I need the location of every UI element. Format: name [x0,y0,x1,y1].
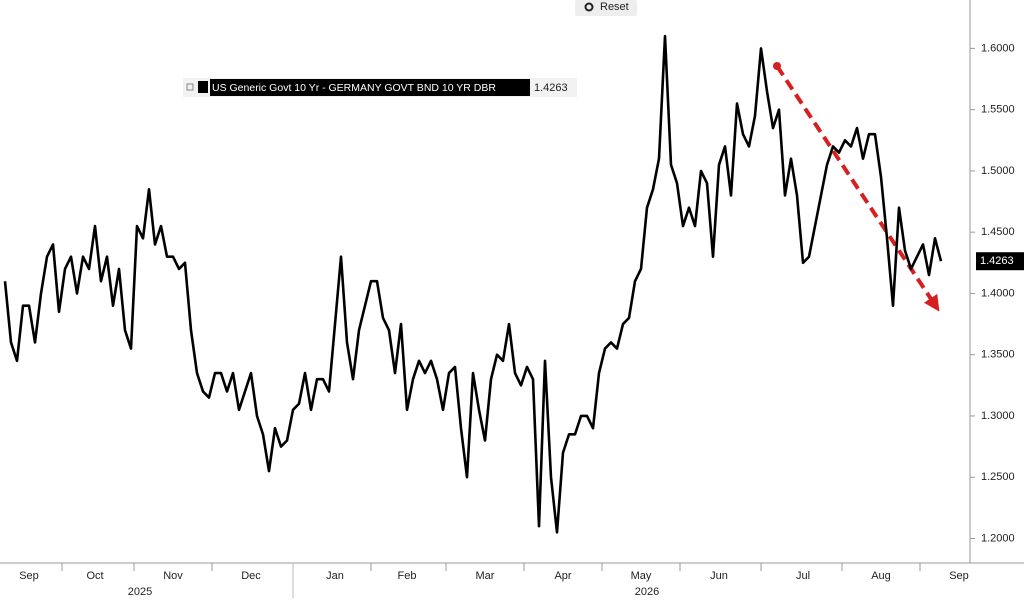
x-year-label: 2026 [635,586,659,598]
x-tick-label: Jun [710,570,728,582]
x-tick-label: Sep [949,570,969,582]
y-tick-label: 1.3000 [981,410,1015,422]
legend-highlight [210,79,530,96]
x-tick-label: Nov [163,570,183,582]
x-tick-label: Aug [871,570,891,582]
last-value-tag [976,252,1024,271]
y-tick-label: 1.5500 [981,104,1015,116]
legend-label: US Generic Govt 10 Yr - GERMANY GOVT BND… [212,82,496,94]
x-tick-label: Feb [398,570,417,582]
reset-label[interactable]: Reset [600,1,629,13]
x-year-label: 2025 [128,586,152,598]
x-tick-label: Jan [326,570,344,582]
last-value-label: 1.4263 [980,255,1014,267]
y-tick-label: 1.5000 [981,165,1015,177]
trend-arrow-start [773,62,781,70]
legend-swatch [198,81,208,93]
y-tick-label: 1.2000 [981,532,1015,544]
y-tick-label: 1.3500 [981,349,1015,361]
x-tick-label: Oct [86,570,103,582]
legend-value: 1.4263 [534,82,568,94]
x-tick-label: Dec [241,570,261,582]
x-tick-label: Apr [554,570,571,582]
legend: US Generic Govt 10 Yr - GERMANY GOVT BND… [183,78,577,97]
y-tick-label: 1.6000 [981,42,1015,54]
y-tick-label: 1.4000 [981,287,1015,299]
y-tick-label: 1.4500 [981,226,1015,238]
x-tick-label: Mar [476,570,495,582]
y-tick-label: 1.2500 [981,471,1015,483]
x-tick-label: Jul [796,570,810,582]
series-line [3,34,943,534]
reset-button[interactable]: Reset [575,0,637,16]
x-tick-label: Sep [19,570,39,582]
legend-toggle [186,83,194,91]
x-tick-label: May [631,570,652,582]
reset-icon[interactable] [584,2,594,12]
